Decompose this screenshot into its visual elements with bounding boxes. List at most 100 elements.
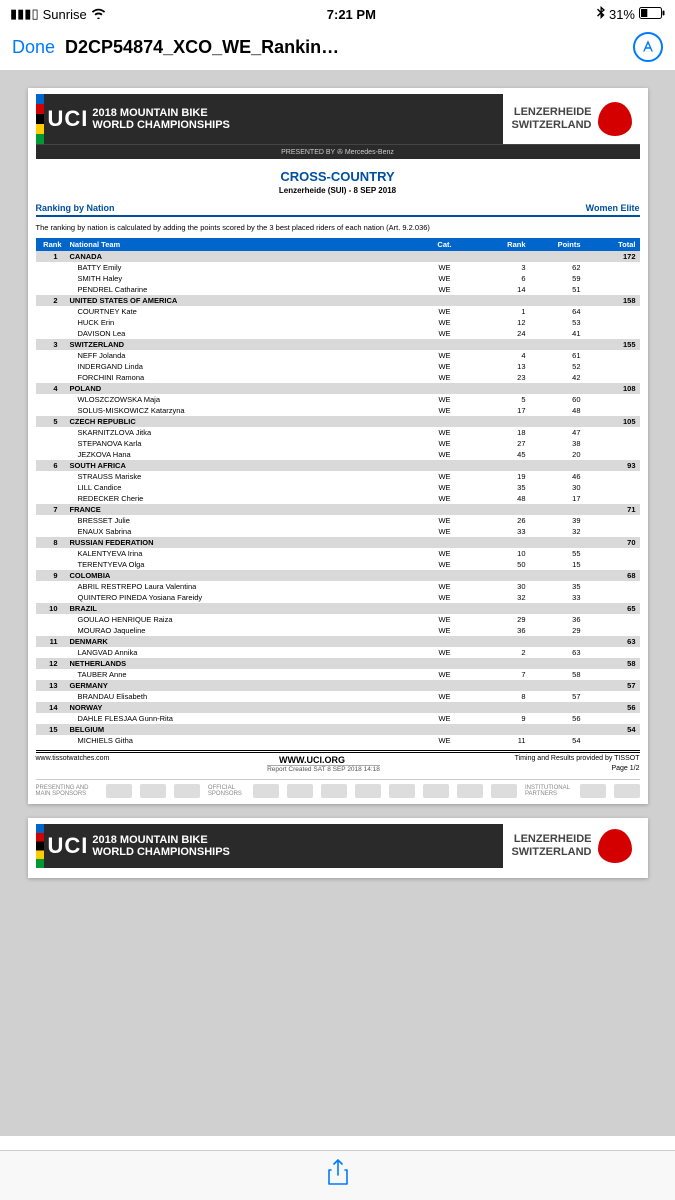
rider-row: WLOSZCZOWSKA MajaWE560 [36,394,640,405]
bluetooth-icon [597,6,605,22]
rider-row: LILL CandiceWE3530 [36,482,640,493]
nation-row: 7FRANCE71 [36,504,640,515]
rider-row: INDERGAND LindaWE1352 [36,361,640,372]
event-banner: UCI 2018 MOUNTAIN BIKE WORLD CHAMPIONSHI… [36,94,640,144]
pdf-page-1: UCI 2018 MOUNTAIN BIKE WORLD CHAMPIONSHI… [28,88,648,804]
battery-icon [639,7,665,22]
banner-loc1: LENZERHEIDE [511,106,591,119]
sponsor-logo-icon [174,784,200,798]
done-button[interactable]: Done [12,37,55,58]
rider-row: NEFF JolandaWE461 [36,350,640,361]
col-pts: Points [530,238,585,251]
page-number: Page 1/2 [611,765,639,773]
nation-row: 10BRAZIL65 [36,603,640,614]
banner-line1: 2018 MOUNTAIN BIKE [92,107,230,119]
rider-row: SOLUS-MISKOWICZ KatarzynaWE1748 [36,405,640,416]
sponsor-logo-icon [140,784,166,798]
status-bar: ▮▮▮▯ Sunrise 7:21 PM 31% [0,0,675,24]
rider-row: ENAUX SabrinaWE3332 [36,526,640,537]
sponsor-logo-icon [355,784,381,798]
rider-row: TERENTYEVA OlgaWE5015 [36,559,640,570]
rider-row: HUCK ErinWE1253 [36,317,640,328]
sponsor-strip: PRESENTING AND MAIN SPONSORS OFFICIAL SP… [36,779,640,798]
signal-icon: ▮▮▮▯ [10,6,39,22]
rider-row: TAUBER AnneWE758 [36,669,640,680]
document-viewport[interactable]: UCI 2018 MOUNTAIN BIKE WORLD CHAMPIONSHI… [0,70,675,1136]
sponsor-logo-icon [321,784,347,798]
banner-loc2: SWITZERLAND [511,846,591,859]
arosa-logo-icon [598,102,632,136]
document-title: D2CP54874_XCO_WE_Rankin… [65,37,623,58]
rider-row: ABRIL RESTREPO Laura ValentinaWE3035 [36,581,640,592]
sponsor-caption-1: PRESENTING AND MAIN SPONSORS [36,785,98,797]
rider-row: BRANDAU ElisabethWE857 [36,691,640,702]
report-created: Report Created SAT 8 SEP 2018 14:18 [267,765,380,773]
rider-row: LANGVAD AnnikaWE263 [36,647,640,658]
banner-line2: WORLD CHAMPIONSHIPS [92,119,230,131]
rider-row: REDECKER CherieWE4817 [36,493,640,504]
pdf-page-2-peek: UCI 2018 MOUNTAIN BIKE WORLD CHAMPIONSHI… [28,818,648,878]
banner-loc1: LENZERHEIDE [511,833,591,846]
ranking-table: Rank National Team Cat. Rank Points Tota… [36,238,640,746]
rider-row: STEPANOVA KarlaWE2738 [36,438,640,449]
arosa-logo-icon [598,829,632,863]
banner-line1: 2018 MOUNTAIN BIKE [92,834,230,846]
rider-row: KALENTYEVA IrinaWE1055 [36,548,640,559]
sponsor-logo-icon [253,784,279,798]
rider-row: BATTY EmilyWE362 [36,262,640,273]
footer-right: Timing and Results provided by TISSOT [515,755,640,765]
rider-row: PENDREL CatharineWE1451 [36,284,640,295]
sponsor-logo-icon [614,784,640,798]
rider-row: BRESSET JulieWE2639 [36,515,640,526]
sponsor-logo-icon [106,784,132,798]
rider-row: FORCHINI RamonaWE2342 [36,372,640,383]
carrier-label: Sunrise [43,7,87,22]
wifi-icon [91,7,106,22]
share-button[interactable] [327,1159,349,1192]
nation-row: 14NORWAY56 [36,702,640,713]
rider-row: SKARNITZLOVA JitkaWE1847 [36,427,640,438]
nav-bar: Done D2CP54874_XCO_WE_Rankin… [0,24,675,70]
bottom-toolbar [0,1150,675,1200]
nation-row: 3SWITZERLAND155 [36,339,640,350]
clock-label: 7:21 PM [327,7,376,22]
rider-row: JEZKOVA HanaWE4520 [36,449,640,460]
rider-row: MOURAO JaquelineWE3629 [36,625,640,636]
nation-row: 4POLAND108 [36,383,640,394]
sponsor-caption-2: OFFICIAL SPONSORS [208,785,245,797]
battery-percent: 31% [609,7,635,22]
sponsor-logo-icon [457,784,483,798]
sponsor-logo-icon [491,784,517,798]
nation-row: 11DENMARK63 [36,636,640,647]
nation-row: 1CANADA172 [36,251,640,262]
rider-row: COURTNEY KateWE164 [36,306,640,317]
col-rnk: Rank [475,238,530,251]
doc-title: CROSS-COUNTRY [36,169,640,184]
col-rank: Rank [36,238,66,251]
col-team: National Team [66,238,415,251]
uci-stripes-icon [36,94,44,144]
presented-by: PRESENTED BY ✇ Mercedes-Benz [36,144,640,159]
nation-row: 15BELGIUM54 [36,724,640,735]
category-label: Women Elite [586,203,640,213]
rider-row: MICHIELS GithaWE1154 [36,735,640,746]
rider-row: GOULAO HENRIQUE RaizaWE2936 [36,614,640,625]
nation-row: 13GERMANY57 [36,680,640,691]
sponsor-logo-icon [389,784,415,798]
nation-row: 8RUSSIAN FEDERATION70 [36,537,640,548]
uci-logo-text: UCI [44,106,93,132]
ranking-note: The ranking by nation is calculated by a… [36,223,640,232]
banner-line2: WORLD CHAMPIONSHIPS [92,846,230,858]
markup-icon[interactable] [633,32,663,62]
rider-row: QUINTERO PINEDA Yosiana FareidyWE3233 [36,592,640,603]
sponsor-logo-icon [287,784,313,798]
ranking-label: Ranking by Nation [36,203,115,213]
footer-mid: WWW.UCI.ORG [279,755,345,765]
rider-row: STRAUSS MariskeWE1946 [36,471,640,482]
sponsor-logo-icon [423,784,449,798]
uci-logo-text: UCI [44,833,93,859]
doc-subtitle: Lenzerheide (SUI) - 8 SEP 2018 [36,186,640,195]
nation-row: 2UNITED STATES OF AMERICA158 [36,295,640,306]
col-cat: Cat. [415,238,475,251]
nation-row: 5CZECH REPUBLIC105 [36,416,640,427]
